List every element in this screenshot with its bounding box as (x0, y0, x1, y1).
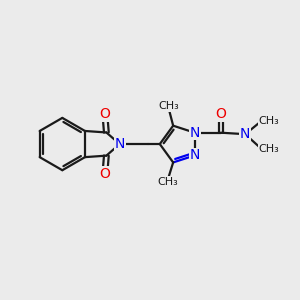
Text: N: N (190, 126, 200, 140)
Text: N: N (190, 148, 200, 162)
Text: N: N (115, 137, 125, 151)
Text: O: O (99, 167, 110, 181)
Text: O: O (99, 107, 110, 121)
Text: O: O (215, 107, 226, 121)
Text: CH₃: CH₃ (158, 101, 179, 111)
Text: CH₃: CH₃ (158, 177, 178, 187)
Text: CH₃: CH₃ (259, 144, 279, 154)
Text: N: N (240, 127, 250, 141)
Text: CH₃: CH₃ (259, 116, 279, 126)
